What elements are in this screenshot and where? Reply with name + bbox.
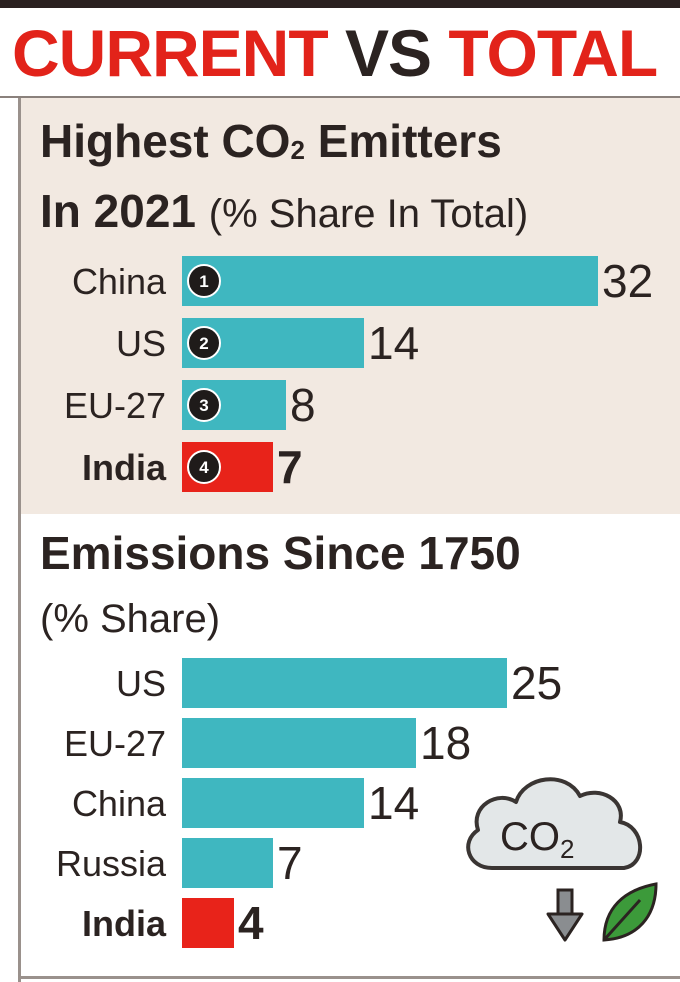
headline-total: TOTAL [448, 16, 658, 90]
chart1-title: Highest CO2 Emitters [40, 114, 502, 175]
chart2-bar-china [182, 778, 364, 828]
chart2-value-us: 25 [511, 657, 562, 709]
chart2-label-china: China [72, 783, 167, 824]
chart2-value-india: 4 [238, 897, 264, 949]
chart2-value-china: 14 [368, 777, 419, 829]
chart1-title-year: In 2021 [40, 185, 196, 237]
chart2-label-russia: Russia [56, 843, 167, 884]
chart2-bar-russia [182, 838, 273, 888]
chart1-value-india: 7 [277, 441, 303, 493]
chart1-rank-badge-us [187, 326, 221, 360]
top-rule [0, 0, 680, 8]
co2-icon-subscript: 2 [560, 834, 574, 864]
chart2-title: Emissions Since 1750 [40, 527, 521, 579]
headline-current: CURRENT [12, 16, 329, 90]
chart1-bar-china [182, 256, 598, 306]
chart2-value-eu-27: 18 [420, 717, 471, 769]
chart1-label-eu-27: EU-27 [64, 385, 166, 426]
co2-icon-text: CO [500, 815, 560, 859]
chart2-bar-eu-27 [182, 718, 416, 768]
chart1-subtitle: (% Share In Total) [208, 192, 529, 236]
bottom-rule [18, 976, 680, 979]
headline-vs: VS [345, 16, 432, 90]
chart1-rank-badge-eu-27 [187, 388, 221, 422]
chart1-title-line2: In 2021 (% Share In Total) [40, 184, 528, 241]
chart2-bar-us [182, 658, 507, 708]
chart1-value-china: 32 [602, 255, 653, 307]
chart2-label-eu-27: EU-27 [64, 723, 166, 764]
chart1-label-china: China [72, 261, 167, 302]
chart1-rank-eu-27: 3 [199, 396, 208, 415]
chart2-label-us: US [116, 663, 166, 704]
chart2-value-russia: 7 [277, 837, 303, 889]
co2-cloud-icon: CO 2 [466, 777, 658, 942]
chart1-rank-india: 4 [199, 458, 209, 477]
chart1-title-subscript: 2 [290, 135, 305, 165]
chart2-subtitle: (% Share) [40, 597, 221, 641]
chart1-rank-badge-china [187, 264, 221, 298]
chart1-label-india: India [82, 447, 167, 488]
chart1-label-us: US [116, 323, 166, 364]
chart1-value-eu-27: 8 [290, 379, 316, 431]
headline: CURRENT VS TOTAL [0, 8, 680, 98]
chart1-value-us: 14 [368, 317, 419, 369]
chart1-rank-badge-india [187, 450, 221, 484]
chart1-title-part-b: Emitters [304, 115, 502, 167]
chart2-label-india: India [82, 903, 167, 944]
chart2-bars: US 25 EU-27 18 China 14 Russia 7 India 4 [56, 657, 562, 949]
chart1-rank-china: 1 [199, 272, 208, 291]
down-arrow-icon [546, 888, 584, 942]
chart1-bars: China 32 1 US 14 2 EU-27 8 3 India 7 4 [64, 255, 653, 493]
chart1-title-part-a: Highest CO [40, 115, 291, 167]
chart1-rank-us: 2 [199, 334, 208, 353]
leaf-icon [602, 882, 658, 942]
chart2-bar-india [182, 898, 234, 948]
